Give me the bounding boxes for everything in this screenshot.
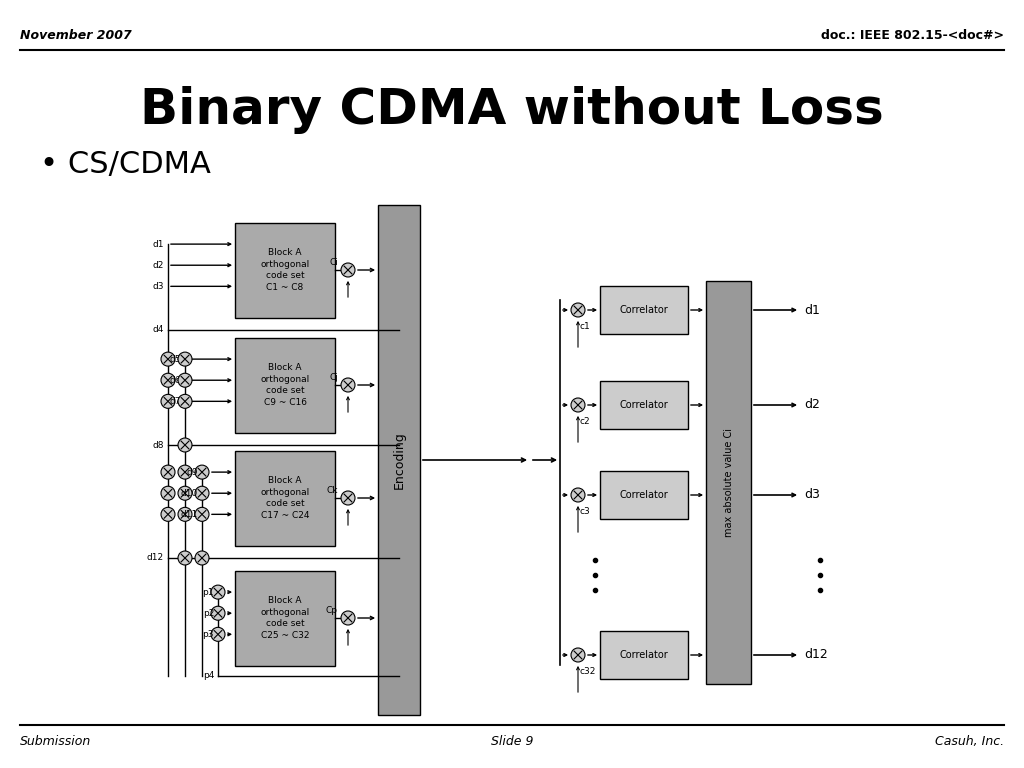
Text: Correlator: Correlator — [620, 650, 669, 660]
Circle shape — [161, 508, 175, 521]
Circle shape — [341, 611, 355, 625]
Circle shape — [341, 491, 355, 505]
Text: d5: d5 — [170, 355, 181, 363]
Text: max absolute value Ci: max absolute value Ci — [724, 428, 733, 537]
Bar — [600, 381, 688, 429]
Text: d1: d1 — [804, 303, 820, 316]
Bar — [600, 631, 688, 679]
Circle shape — [161, 486, 175, 500]
Text: Encoding: Encoding — [392, 431, 406, 489]
Bar — [234, 223, 335, 318]
Circle shape — [195, 486, 209, 500]
Circle shape — [571, 303, 585, 317]
Circle shape — [161, 373, 175, 387]
Text: Ci: Ci — [329, 258, 338, 267]
Circle shape — [178, 394, 193, 409]
Text: Correlator: Correlator — [620, 400, 669, 410]
Text: p3: p3 — [203, 630, 214, 639]
Text: Correlator: Correlator — [620, 490, 669, 500]
Circle shape — [161, 465, 175, 479]
Text: Correlator: Correlator — [620, 305, 669, 315]
Text: d4: d4 — [153, 326, 164, 335]
Text: d10: d10 — [181, 488, 198, 498]
Circle shape — [178, 551, 193, 565]
Text: Cj: Cj — [329, 373, 338, 382]
Bar — [378, 205, 420, 715]
Bar — [706, 281, 751, 684]
Circle shape — [571, 488, 585, 502]
Text: Block A
orthogonal
code set
C17 ~ C24: Block A orthogonal code set C17 ~ C24 — [260, 476, 309, 520]
Bar — [600, 286, 688, 334]
Circle shape — [178, 465, 193, 479]
Text: Block A
orthogonal
code set
C1 ~ C8: Block A orthogonal code set C1 ~ C8 — [260, 248, 309, 292]
Text: p4: p4 — [203, 671, 214, 680]
Text: d6: d6 — [170, 376, 181, 385]
Text: November 2007: November 2007 — [20, 29, 132, 42]
Text: d2: d2 — [153, 260, 164, 270]
Bar — [234, 338, 335, 433]
Text: c2: c2 — [580, 417, 591, 426]
Circle shape — [211, 606, 225, 621]
Text: Casuh, Inc.: Casuh, Inc. — [935, 735, 1004, 748]
Circle shape — [211, 627, 225, 641]
Text: Binary CDMA without Loss: Binary CDMA without Loss — [140, 86, 884, 134]
Circle shape — [195, 465, 209, 479]
Circle shape — [178, 373, 193, 387]
Circle shape — [571, 398, 585, 412]
Text: c32: c32 — [580, 667, 596, 676]
Bar — [234, 571, 335, 666]
Text: Submission: Submission — [20, 735, 91, 748]
Text: d11: d11 — [181, 510, 198, 519]
Text: d9: d9 — [186, 468, 198, 477]
Text: Block A
orthogonal
code set
C9 ~ C16: Block A orthogonal code set C9 ~ C16 — [260, 362, 309, 407]
Text: p2: p2 — [203, 609, 214, 617]
Circle shape — [195, 551, 209, 565]
Bar — [234, 451, 335, 546]
Text: Slide 9: Slide 9 — [490, 735, 534, 748]
Text: c1: c1 — [580, 322, 591, 331]
Text: Cp: Cp — [326, 606, 338, 615]
Circle shape — [161, 352, 175, 366]
Text: doc.: IEEE 802.15-<doc#>: doc.: IEEE 802.15-<doc#> — [821, 29, 1004, 42]
Circle shape — [195, 508, 209, 521]
Circle shape — [161, 394, 175, 409]
Circle shape — [341, 263, 355, 277]
Text: c3: c3 — [580, 507, 591, 516]
Text: d3: d3 — [153, 282, 164, 291]
Circle shape — [178, 438, 193, 452]
Text: d1: d1 — [153, 240, 164, 249]
Text: d12: d12 — [146, 554, 164, 562]
Text: p1: p1 — [203, 588, 214, 597]
Text: d2: d2 — [804, 399, 820, 412]
Text: d8: d8 — [153, 441, 164, 449]
Circle shape — [211, 585, 225, 599]
Text: d12: d12 — [804, 648, 827, 661]
Text: d7: d7 — [170, 397, 181, 406]
Circle shape — [178, 352, 193, 366]
Bar — [600, 471, 688, 519]
Circle shape — [341, 378, 355, 392]
Text: • CS/CDMA: • CS/CDMA — [40, 151, 211, 180]
Text: Block A
orthogonal
code set
C25 ~ C32: Block A orthogonal code set C25 ~ C32 — [260, 596, 309, 641]
Circle shape — [571, 648, 585, 662]
Circle shape — [178, 486, 193, 500]
Circle shape — [178, 508, 193, 521]
Text: Ck: Ck — [327, 486, 338, 495]
Text: d3: d3 — [804, 488, 820, 502]
